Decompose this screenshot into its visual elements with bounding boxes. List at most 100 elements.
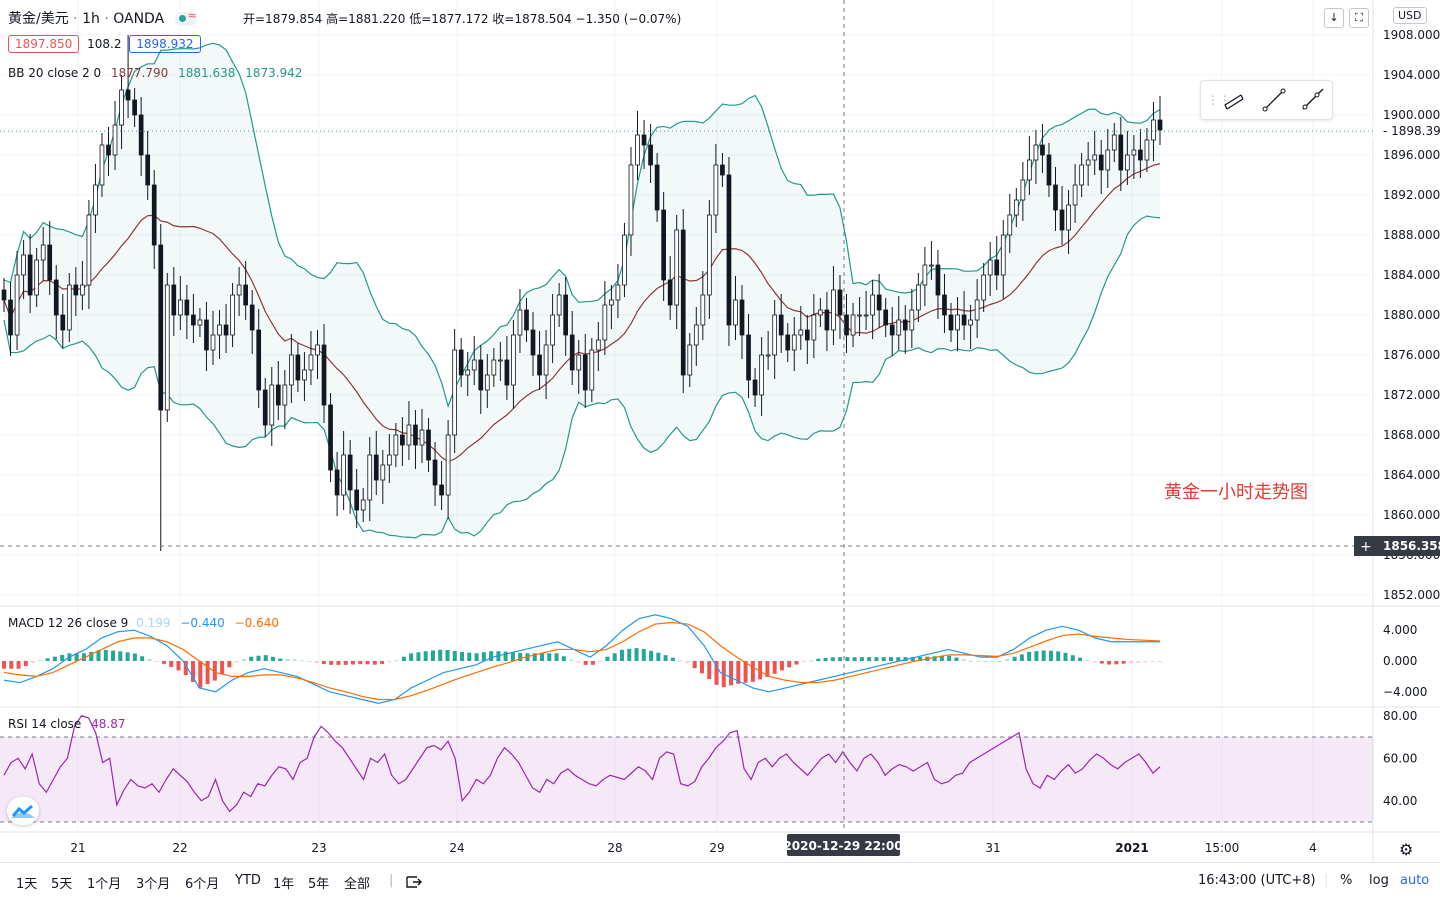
- range-5d[interactable]: 5天: [51, 877, 73, 892]
- range-all[interactable]: 全部: [344, 877, 371, 892]
- macd-hist-bar: [605, 656, 610, 661]
- range-1d[interactable]: 1天: [16, 877, 38, 892]
- candle-body: [1092, 154, 1098, 161]
- candle-body: [295, 354, 301, 381]
- macd-hist-bar: [1019, 654, 1024, 661]
- log-toggle[interactable]: log: [1369, 873, 1389, 888]
- symbol-name[interactable]: 黄金/美元: [8, 11, 69, 27]
- range-ytd[interactable]: YTD: [235, 873, 261, 888]
- crosshair-plus-icon: +: [1360, 539, 1372, 555]
- currency-badge[interactable]: USD: [1393, 7, 1427, 24]
- time-tick-label: 24: [449, 841, 464, 855]
- macd-hist-bar: [329, 661, 334, 665]
- range-1y[interactable]: 1年: [273, 877, 295, 892]
- macd-hist-bar: [394, 660, 399, 662]
- candle-body: [1033, 144, 1039, 161]
- candle-body: [269, 384, 275, 426]
- range-5y[interactable]: 5年: [308, 877, 330, 892]
- macd-legend[interactable]: MACD 12 26 close 9 0.199 −0.440 −0.640: [8, 616, 279, 630]
- candle-body: [302, 369, 307, 381]
- auto-toggle[interactable]: auto: [1400, 873, 1430, 888]
- candle-body: [471, 359, 477, 371]
- candle-body: [321, 344, 327, 406]
- price-chart[interactable]: 1908.000 1904.000 1900.000 1896.000 1892.000…: [0, 0, 1440, 862]
- candle-body: [837, 289, 843, 316]
- candle-body: [328, 404, 333, 471]
- candle-body: [354, 489, 360, 511]
- drawing-toolbar[interactable]: ⋮⋮: [1200, 80, 1333, 120]
- macd-hist-bar: [1099, 661, 1104, 664]
- goto-date-icon[interactable]: [405, 874, 423, 890]
- macd-hist-bar: [816, 658, 821, 661]
- candle-body: [439, 484, 444, 496]
- macd-hist-bar: [1107, 661, 1112, 665]
- macd-hist-bar: [278, 658, 283, 661]
- candle-body: [315, 344, 320, 356]
- price-tick-label: 1884.000: [1383, 268, 1440, 282]
- candle-body: [582, 354, 588, 391]
- candle-body: [360, 499, 366, 511]
- trend-line-icon[interactable]: [1259, 85, 1289, 115]
- bb-legend[interactable]: BB 20 close 2 0 1877.790 1881.638 1873.9…: [8, 66, 302, 80]
- interval[interactable]: 1h: [82, 11, 100, 27]
- macd-hist-bar: [481, 652, 486, 661]
- bb-fill: [4, 43, 1160, 538]
- candle-body: [478, 359, 484, 391]
- candle-body: [883, 309, 889, 326]
- ray-icon[interactable]: [1297, 85, 1327, 115]
- settings-gear-icon[interactable]: ⚙: [1399, 840, 1413, 859]
- time-tick-label: 22: [172, 841, 187, 855]
- candle-body: [844, 314, 849, 336]
- macd-hist-bar: [663, 655, 668, 661]
- macd-hist-bar: [918, 656, 923, 661]
- chart-annotation[interactable]: 黄金一小时走势图: [1164, 482, 1308, 503]
- macd-hist-bar: [823, 657, 828, 661]
- macd-hist-bar: [1128, 661, 1133, 664]
- candle-body: [818, 309, 823, 316]
- macd-hist-bar: [1158, 661, 1162, 662]
- macd-hist-bar: [263, 655, 268, 661]
- macd-hist-bar: [23, 661, 28, 667]
- range-1m[interactable]: 1个月: [87, 877, 122, 892]
- macd-hist-bar: [699, 661, 704, 674]
- parallel-channel-icon[interactable]: [1219, 85, 1249, 115]
- rsi-legend[interactable]: RSI 14 close 48.87: [8, 717, 126, 731]
- price-tick-label: 1888.000: [1383, 228, 1440, 242]
- tradingview-logo-icon[interactable]: [7, 797, 39, 825]
- candle-body: [1013, 199, 1019, 216]
- macd-hist-bar: [241, 659, 246, 661]
- macd-hist-bar: [881, 657, 886, 661]
- range-3m[interactable]: 3个月: [136, 877, 171, 892]
- candle-body: [687, 344, 693, 376]
- macd-hist-bar: [590, 661, 595, 665]
- macd-hist-bar: [300, 660, 305, 662]
- candle-body: [119, 89, 124, 126]
- macd-hist-bar: [285, 659, 290, 661]
- crosshair-price-box: [1354, 536, 1440, 556]
- bid-price[interactable]: 1897.850: [8, 35, 80, 53]
- fullscreen-icon[interactable]: ⛶: [1349, 8, 1369, 28]
- macd-tick-label: −4.000: [1383, 685, 1427, 699]
- macd-hist-bar: [314, 661, 319, 664]
- range-6m[interactable]: 6个月: [185, 877, 220, 892]
- macd-hist-bar: [1027, 651, 1032, 661]
- macd-hist-bar: [576, 661, 581, 663]
- market-status-icon[interactable]: [174, 9, 197, 26]
- candle-body: [256, 329, 262, 391]
- macd-hist-bar: [423, 651, 428, 661]
- drag-handle-icon[interactable]: ⋮⋮: [1207, 93, 1231, 107]
- clock[interactable]: 16:43:00 (UTC+8): [1198, 873, 1316, 888]
- symbol-header[interactable]: 黄金/美元 · 1h · OANDA: [8, 8, 203, 28]
- macd-hist-bar: [714, 661, 719, 685]
- ask-price[interactable]: 1898.932: [129, 35, 201, 53]
- candle-body: [693, 324, 699, 346]
- price-tick-label: 1876.000: [1383, 348, 1440, 362]
- last-price-label: - 1898.391: [1383, 124, 1440, 138]
- download-icon[interactable]: ↓: [1324, 8, 1344, 28]
- percent-toggle[interactable]: %: [1340, 873, 1353, 888]
- macd-hist-bar: [1048, 650, 1053, 661]
- candle-body: [595, 339, 601, 351]
- macd-hist-bar: [256, 655, 261, 661]
- macd-hist-bar: [743, 661, 748, 683]
- macd-hist-bar: [1092, 661, 1097, 663]
